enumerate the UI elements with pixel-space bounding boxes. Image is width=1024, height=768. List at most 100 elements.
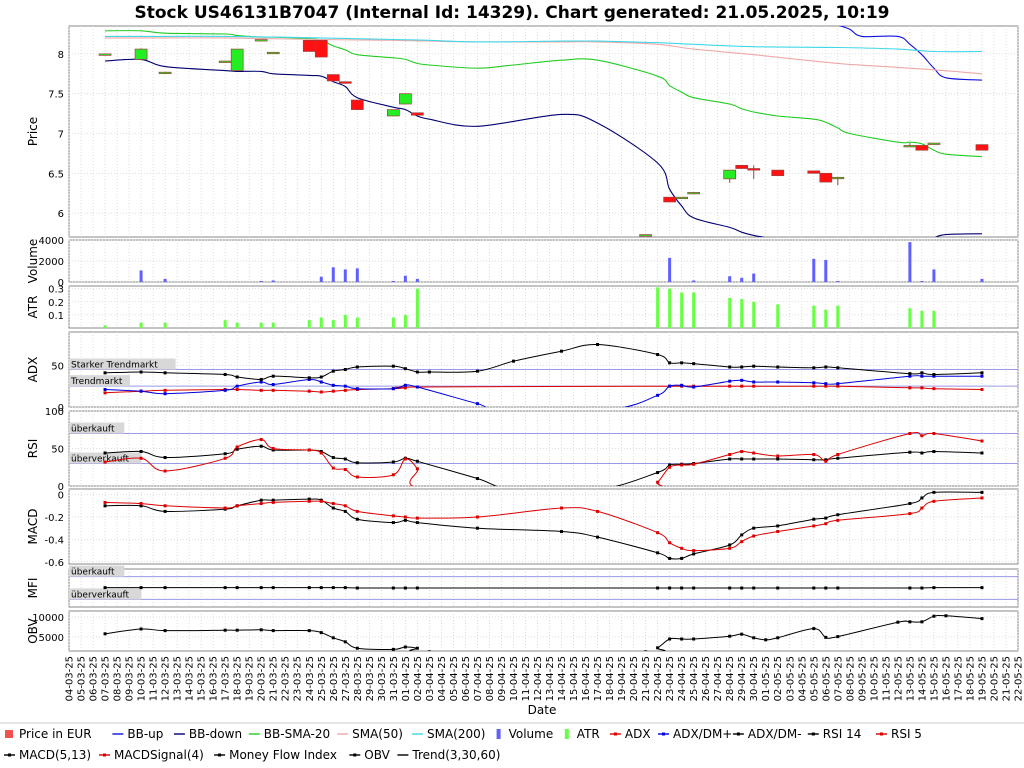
- data-point: [355, 509, 359, 513]
- legend-label: ADX/DM+: [673, 727, 732, 741]
- data-point: [776, 636, 780, 640]
- data-point: [427, 650, 431, 651]
- legend-label: MACDSignal(4): [114, 748, 204, 762]
- data-point: [163, 388, 167, 392]
- atr-bar: [824, 309, 828, 328]
- data-point: [343, 368, 347, 371]
- legend-label: ADX: [625, 727, 651, 741]
- data-point: [812, 524, 816, 528]
- y-tick-label: 5000: [39, 633, 64, 644]
- data-point: [836, 513, 840, 517]
- data-point: [728, 546, 732, 550]
- data-point: [103, 388, 107, 391]
- legend-marker-dot: [736, 732, 740, 736]
- data-point: [980, 371, 984, 375]
- data-point: [824, 516, 828, 520]
- date-tick-label: 10-03-25: [137, 656, 148, 701]
- data-point: [139, 586, 143, 590]
- data-point: [728, 586, 732, 590]
- date-tick-label: 05-04-25: [449, 656, 460, 701]
- data-point: [343, 509, 347, 513]
- data-point: [740, 457, 744, 461]
- atr-bar: [776, 304, 780, 328]
- atr-bar: [728, 297, 732, 328]
- data-point: [920, 506, 924, 510]
- legend-item: ATR: [564, 727, 600, 741]
- candle: [927, 142, 941, 145]
- data-point: [343, 586, 347, 590]
- data-point: [776, 457, 780, 461]
- atr-bar: [932, 310, 936, 328]
- volume-plot: [139, 242, 984, 282]
- data-point: [163, 629, 167, 633]
- data-point: [668, 361, 672, 365]
- data-point: [223, 373, 227, 376]
- date-tick-label: 16-03-25: [209, 656, 220, 701]
- date-axis: 04-03-25 05-03-25 06-03-25 07-03-25 08-03-25…: [65, 656, 1024, 701]
- threshold-label: überverkauft: [71, 455, 130, 465]
- legend-item: SMA(200): [412, 727, 485, 741]
- data-point: [680, 546, 684, 550]
- legend-marker: [564, 729, 569, 739]
- legend-marker: [496, 729, 501, 739]
- macd-frame: [68, 488, 1019, 565]
- candle: [807, 170, 821, 174]
- data-point: [475, 402, 479, 406]
- date-tick-label: 12-05-25: [893, 656, 904, 701]
- series-bb-down: [104, 58, 983, 237]
- data-point: [235, 504, 239, 508]
- threshold-label: Trendmarkt: [70, 377, 123, 387]
- data-point: [824, 635, 828, 639]
- date-tick-label: 13-03-25: [173, 656, 184, 701]
- data-point: [668, 463, 672, 467]
- data-point: [656, 353, 660, 356]
- data-point: [403, 457, 407, 461]
- data-point: [139, 456, 143, 460]
- price-frame: [68, 25, 1019, 238]
- volume-bar: [740, 277, 744, 282]
- date-tick-label: 17-04-25: [593, 656, 604, 701]
- date-tick-label: 29-03-25: [365, 656, 376, 701]
- y-axis-label: ATR: [26, 296, 40, 319]
- data-point: [271, 383, 275, 386]
- data-point: [235, 388, 239, 391]
- data-point: [680, 556, 684, 560]
- data-point: [836, 586, 840, 590]
- date-tick-label: 28-03-25: [353, 656, 364, 701]
- data-point: [331, 369, 335, 373]
- y-tick-label: -0.2: [44, 513, 64, 524]
- data-point: [812, 458, 816, 462]
- date-tick-label: 26-03-25: [329, 656, 340, 701]
- y-tick-label: 4000: [39, 236, 64, 247]
- date-tick-label: 01-05-25: [761, 656, 772, 701]
- data-point: [944, 614, 948, 618]
- legend-label: MACD(5,13): [19, 748, 91, 762]
- date-tick-label: 21-04-25: [641, 656, 652, 701]
- date-tick-label: 16-05-25: [941, 656, 952, 701]
- atr-plot: [103, 287, 936, 328]
- volume-bar: [271, 280, 275, 282]
- data-point: [331, 636, 335, 640]
- candle: [254, 39, 268, 42]
- legend-label: BB-up: [127, 727, 163, 741]
- date-tick-label: 27-03-25: [341, 656, 352, 701]
- threshold-label-bg: [69, 452, 142, 464]
- volume-bar: [259, 280, 263, 282]
- data-point: [980, 451, 984, 455]
- data-point: [319, 375, 323, 379]
- data-point: [103, 500, 107, 504]
- volume-bar: [139, 270, 143, 282]
- data-point: [656, 471, 660, 474]
- atr-bar: [920, 310, 924, 328]
- legend-item: ADX/DM+: [658, 727, 732, 741]
- data-point: [980, 586, 984, 590]
- data-point: [271, 629, 275, 633]
- date-tick-label: 25-03-25: [317, 656, 328, 701]
- data-point: [319, 631, 323, 635]
- date-tick-label: 11-03-25: [149, 656, 160, 701]
- data-point: [932, 614, 936, 618]
- data-point: [163, 504, 167, 508]
- data-point: [307, 499, 311, 503]
- candle: [831, 176, 845, 180]
